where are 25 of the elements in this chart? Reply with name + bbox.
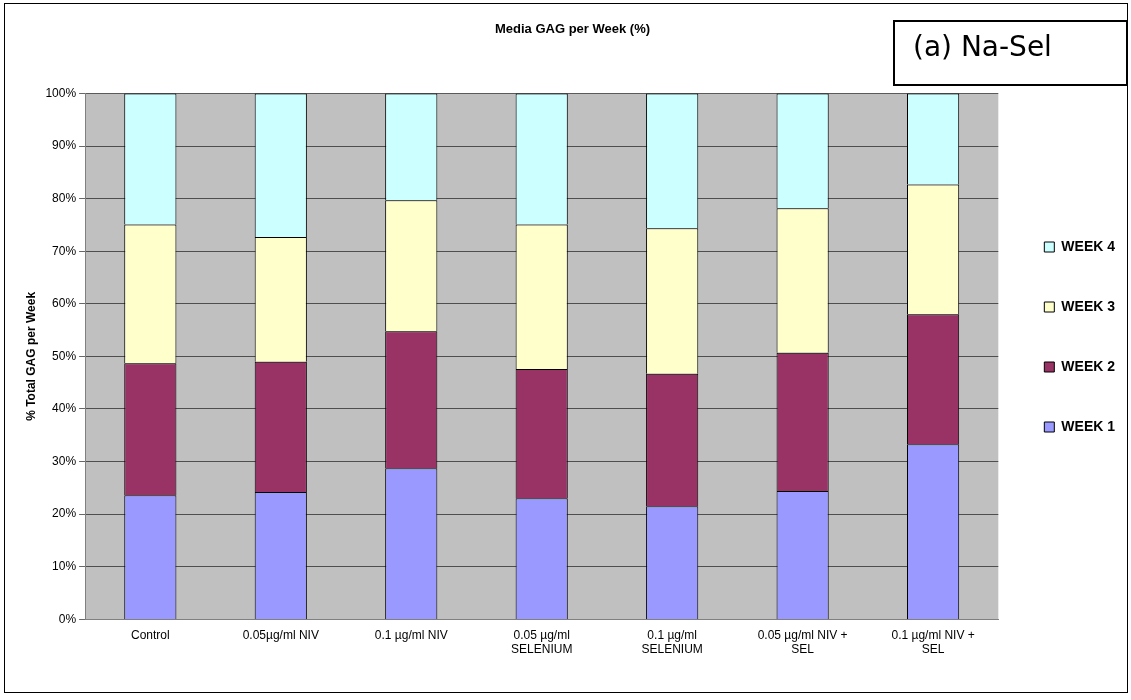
y-axis-title: % Total GAG per Week [23,291,38,421]
y-tick-label: 80% [52,191,77,206]
x-tick-label: 0.1 µg/ml SELENIUM [641,627,703,657]
y-tick-label: 50% [52,348,77,363]
legend-label: WEEK 4 [1061,237,1116,254]
x-tick-label: Control [130,627,170,642]
y-tick-label: 100% [45,85,77,100]
legend-label: WEEK 3 [1061,297,1116,314]
chart-title: Media GAG per Week (%) [494,21,651,37]
y-tick-label: 30% [52,453,77,468]
y-tick-label: 20% [52,506,77,521]
y-tick-label: 90% [52,138,77,153]
x-tick-label: 0.1 µg/ml NIV [374,627,448,642]
y-tick-label: 70% [52,243,77,258]
y-tick-label: 60% [52,296,77,311]
y-tick-label: 0% [58,611,77,626]
x-tick-label: 0.05 µg/ml NIV + SEL [757,627,848,657]
y-tick-label: 10% [52,558,77,573]
y-tick-label: 40% [52,401,77,416]
x-tick-label: 0.1 µg/ml NIV + SEL [891,627,975,657]
x-tick-label: 0.05 µg/ml SELENIUM [511,627,573,657]
legend-label: WEEK 2 [1061,357,1116,374]
legend-label: WEEK 1 [1061,417,1116,434]
x-tick-label: 0.05µg/ml NIV [242,627,319,642]
text: (a) Na-Sel [893,20,1128,86]
